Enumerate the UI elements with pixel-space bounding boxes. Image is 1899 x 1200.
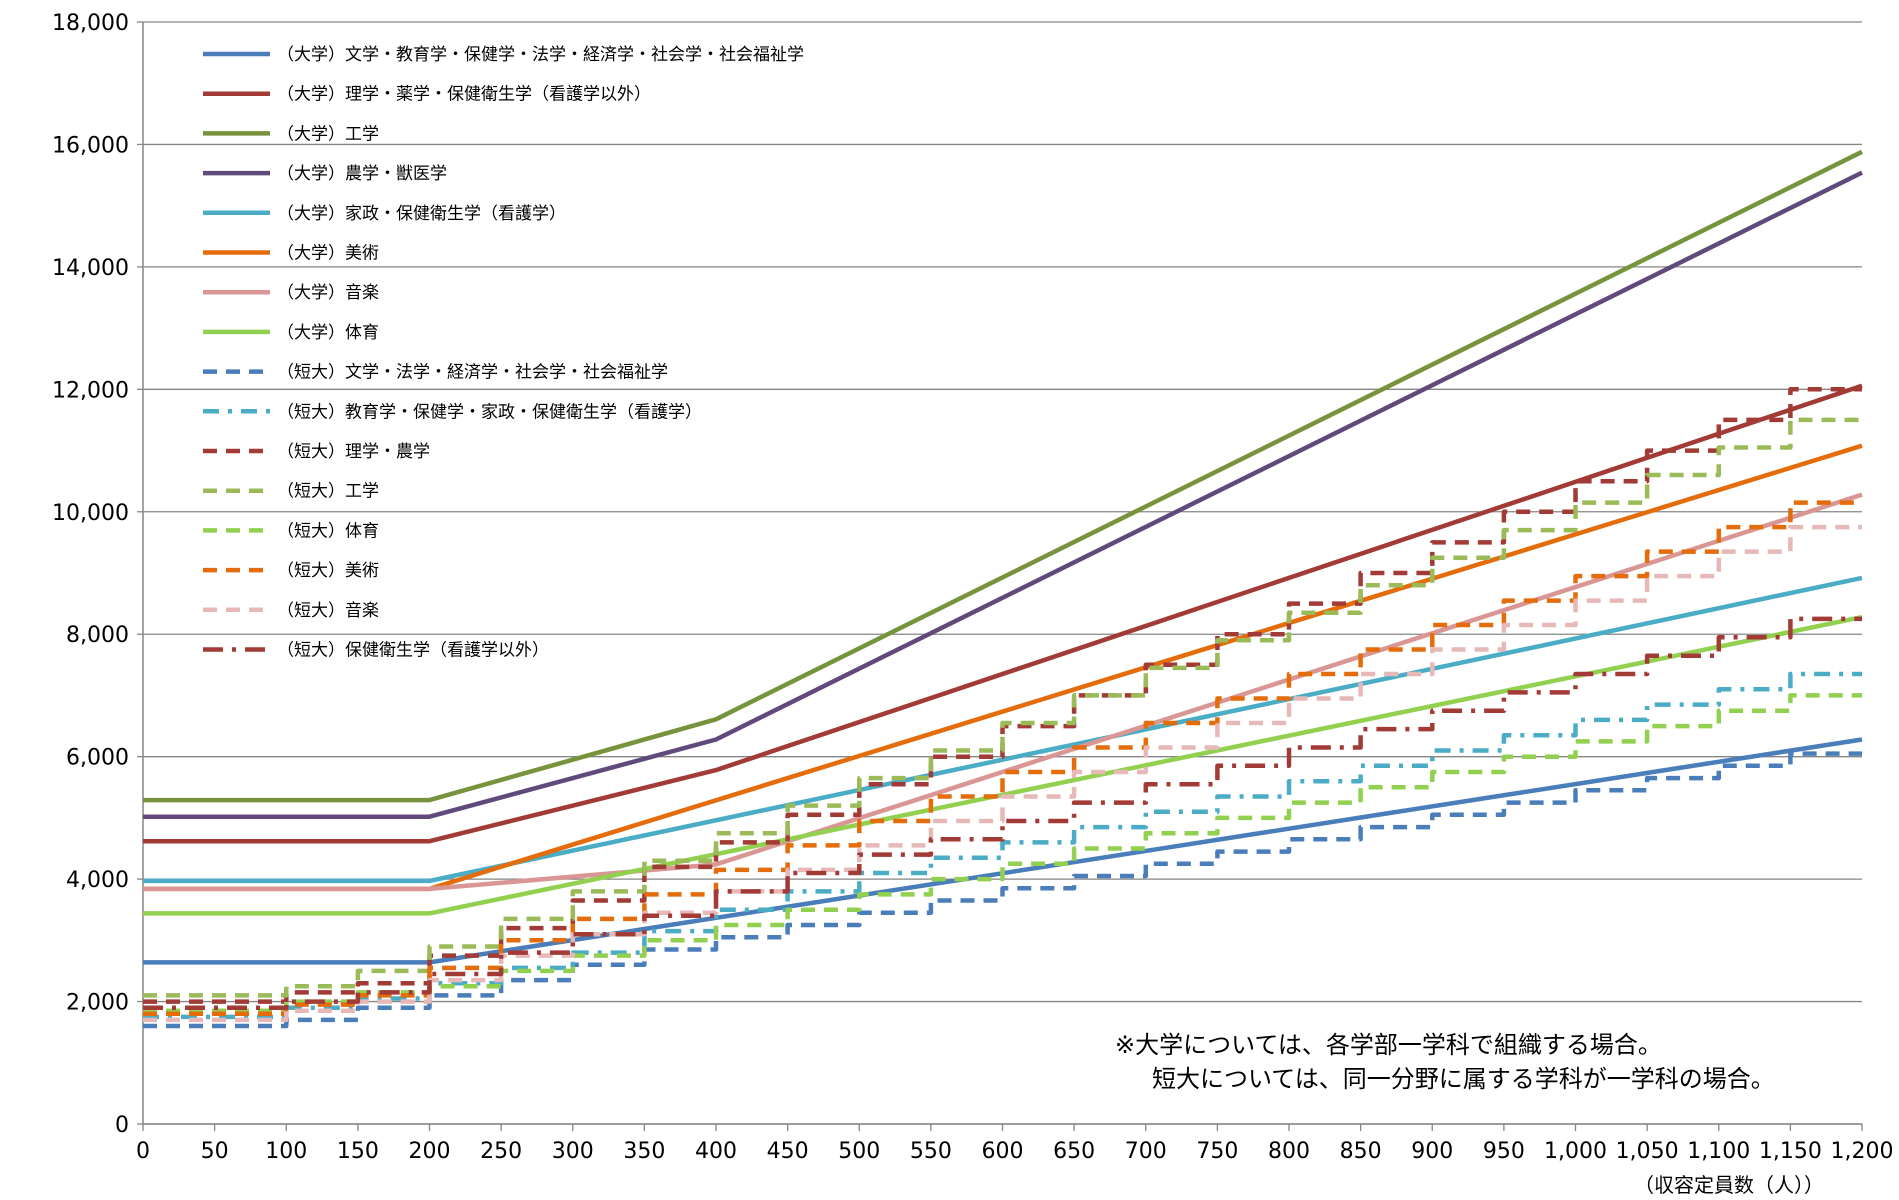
legend-label: （短大）理学・農学 <box>277 442 430 462</box>
series-line <box>143 170 1863 819</box>
legend-label: （大学）美術 <box>277 244 379 264</box>
x-tick-label: 200 <box>409 1139 451 1164</box>
legend-label: （大学）工学 <box>277 124 379 144</box>
legend-label: （短大）美術 <box>277 561 379 581</box>
x-tick-label: 600 <box>982 1139 1024 1164</box>
x-tick-label: 1,000 <box>1544 1139 1607 1164</box>
legend-label: （大学）体育 <box>277 323 379 343</box>
y-tick-label: 8,000 <box>66 623 129 648</box>
legend-label: （短大）体育 <box>277 521 379 541</box>
y-tick-label: 6,000 <box>66 746 129 771</box>
axes: 0 2,000 4,000 6,000 8,000 10,000 12,000 14,000 1… <box>52 11 1893 1164</box>
x-tick-label: 450 <box>767 1139 809 1164</box>
y-tick-label: 16,000 <box>52 133 129 158</box>
series-line <box>143 693 1862 1013</box>
y-tick-label: 14,000 <box>52 256 129 281</box>
x-tick-label: 0 <box>136 1139 150 1164</box>
x-tick-label: 400 <box>695 1139 737 1164</box>
legend-label: （短大）文学・法学・経済学・社会学・社会福祉学 <box>277 363 668 383</box>
series-line <box>143 671 1862 1020</box>
gridlines <box>143 21 1862 1125</box>
legend-label: （短大）保健衛生学（看護学以外） <box>277 641 549 661</box>
legend-label: （大学）音楽 <box>277 283 379 303</box>
x-axis-unit-label: （収容定員数（人）） <box>1634 1173 1824 1197</box>
series-line <box>143 417 1862 998</box>
x-tick-label: 1,050 <box>1616 1139 1679 1164</box>
legend-label: （短大）工学 <box>277 482 379 502</box>
legend-label: （大学）農学・獣医学 <box>277 164 447 184</box>
x-tick-label: 250 <box>480 1139 522 1164</box>
y-tick-label: 18,000 <box>52 11 129 36</box>
x-tick-label: 800 <box>1268 1139 1310 1164</box>
series-line <box>143 614 1863 916</box>
x-tick-label: 950 <box>1483 1139 1525 1164</box>
x-tick-label: 650 <box>1053 1139 1095 1164</box>
x-tick-label: 1,200 <box>1831 1139 1894 1164</box>
x-tick-label: 150 <box>337 1139 379 1164</box>
x-tick-label: 300 <box>552 1139 594 1164</box>
series-line <box>143 387 1862 1004</box>
y-tick-label: 4,000 <box>66 868 129 893</box>
x-tick-label: 100 <box>265 1139 307 1164</box>
x-tick-label: 50 <box>201 1139 229 1164</box>
note-junior-college: 短大については、同一分野に属する学科が一学科の場合。 <box>1152 1065 1775 1093</box>
legend-label: （短大）音楽 <box>277 601 379 621</box>
legend-label: （短大）教育学・保健学・家政・保健衛生学（看護学） <box>277 402 702 422</box>
series-lines <box>143 149 1863 1029</box>
x-tick-label: 550 <box>910 1139 952 1164</box>
x-tick-label: 1,150 <box>1759 1139 1822 1164</box>
x-tick-label: 1,100 <box>1687 1139 1750 1164</box>
legend: （大学）文学・教育学・保健学・法学・経済学・社会学・社会福祉学 （大学）理学・薬学… <box>203 45 804 661</box>
x-tick-label: 750 <box>1196 1139 1238 1164</box>
series-line <box>143 383 1863 844</box>
series-line <box>143 149 1863 803</box>
y-tick-label: 0 <box>115 1113 129 1138</box>
x-tick-label: 350 <box>623 1139 665 1164</box>
x-tick-label: 500 <box>838 1139 880 1164</box>
series-line <box>143 751 1862 1029</box>
series-line <box>143 575 1863 884</box>
y-tick-label: 10,000 <box>52 501 129 526</box>
notes: ※大学については、各学部一学科で組織する場合。 短大については、同一分野に属する… <box>1115 1031 1775 1093</box>
y-tick-label: 2,000 <box>66 991 129 1016</box>
x-tick-label: 700 <box>1125 1139 1167 1164</box>
note-university: ※大学については、各学部一学科で組織する場合。 <box>1115 1031 1662 1059</box>
series-line <box>143 616 1862 1010</box>
y-tick-label: 12,000 <box>52 378 129 403</box>
legend-label: （大学）家政・保健衛生学（看護学） <box>277 204 566 224</box>
x-tick-label: 900 <box>1411 1139 1453 1164</box>
legend-label: （大学）理学・薬学・保健衛生学（看護学以外） <box>277 85 651 105</box>
legend-label: （大学）文学・教育学・保健学・法学・経済学・社会学・社会福祉学 <box>277 45 804 65</box>
x-tick-label: 850 <box>1340 1139 1382 1164</box>
